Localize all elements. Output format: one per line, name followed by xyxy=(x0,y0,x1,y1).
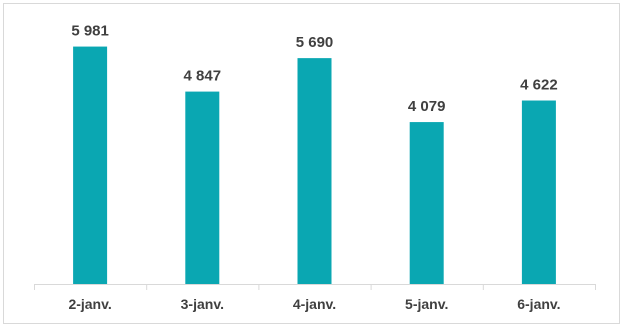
data-label: 5 690 xyxy=(296,34,334,51)
bar-6-janv. xyxy=(521,100,556,285)
bar-5-janv. xyxy=(409,122,444,285)
bar-4-janv. xyxy=(297,58,332,285)
data-label: 4 079 xyxy=(408,98,446,115)
x-axis xyxy=(34,284,596,290)
category-label: 3-janv. xyxy=(181,296,224,312)
data-label: 5 981 xyxy=(71,23,109,40)
category-label: 4-janv. xyxy=(293,296,336,312)
category-label: 6-janv. xyxy=(517,296,560,312)
category-labels-group: 2-janv. 3-janv. 4-janv. 5-janv. 6-janv. xyxy=(68,296,560,312)
bars-group xyxy=(73,46,556,285)
value-labels-group: 5 981 4 847 5 690 4 079 4 622 xyxy=(71,23,557,116)
bar-2-janv. xyxy=(73,46,108,285)
category-label: 5-janv. xyxy=(405,296,448,312)
category-label: 2-janv. xyxy=(68,296,111,312)
bar-3-janv. xyxy=(185,91,220,284)
data-label: 4 847 xyxy=(184,68,222,85)
data-label: 4 622 xyxy=(520,77,558,94)
